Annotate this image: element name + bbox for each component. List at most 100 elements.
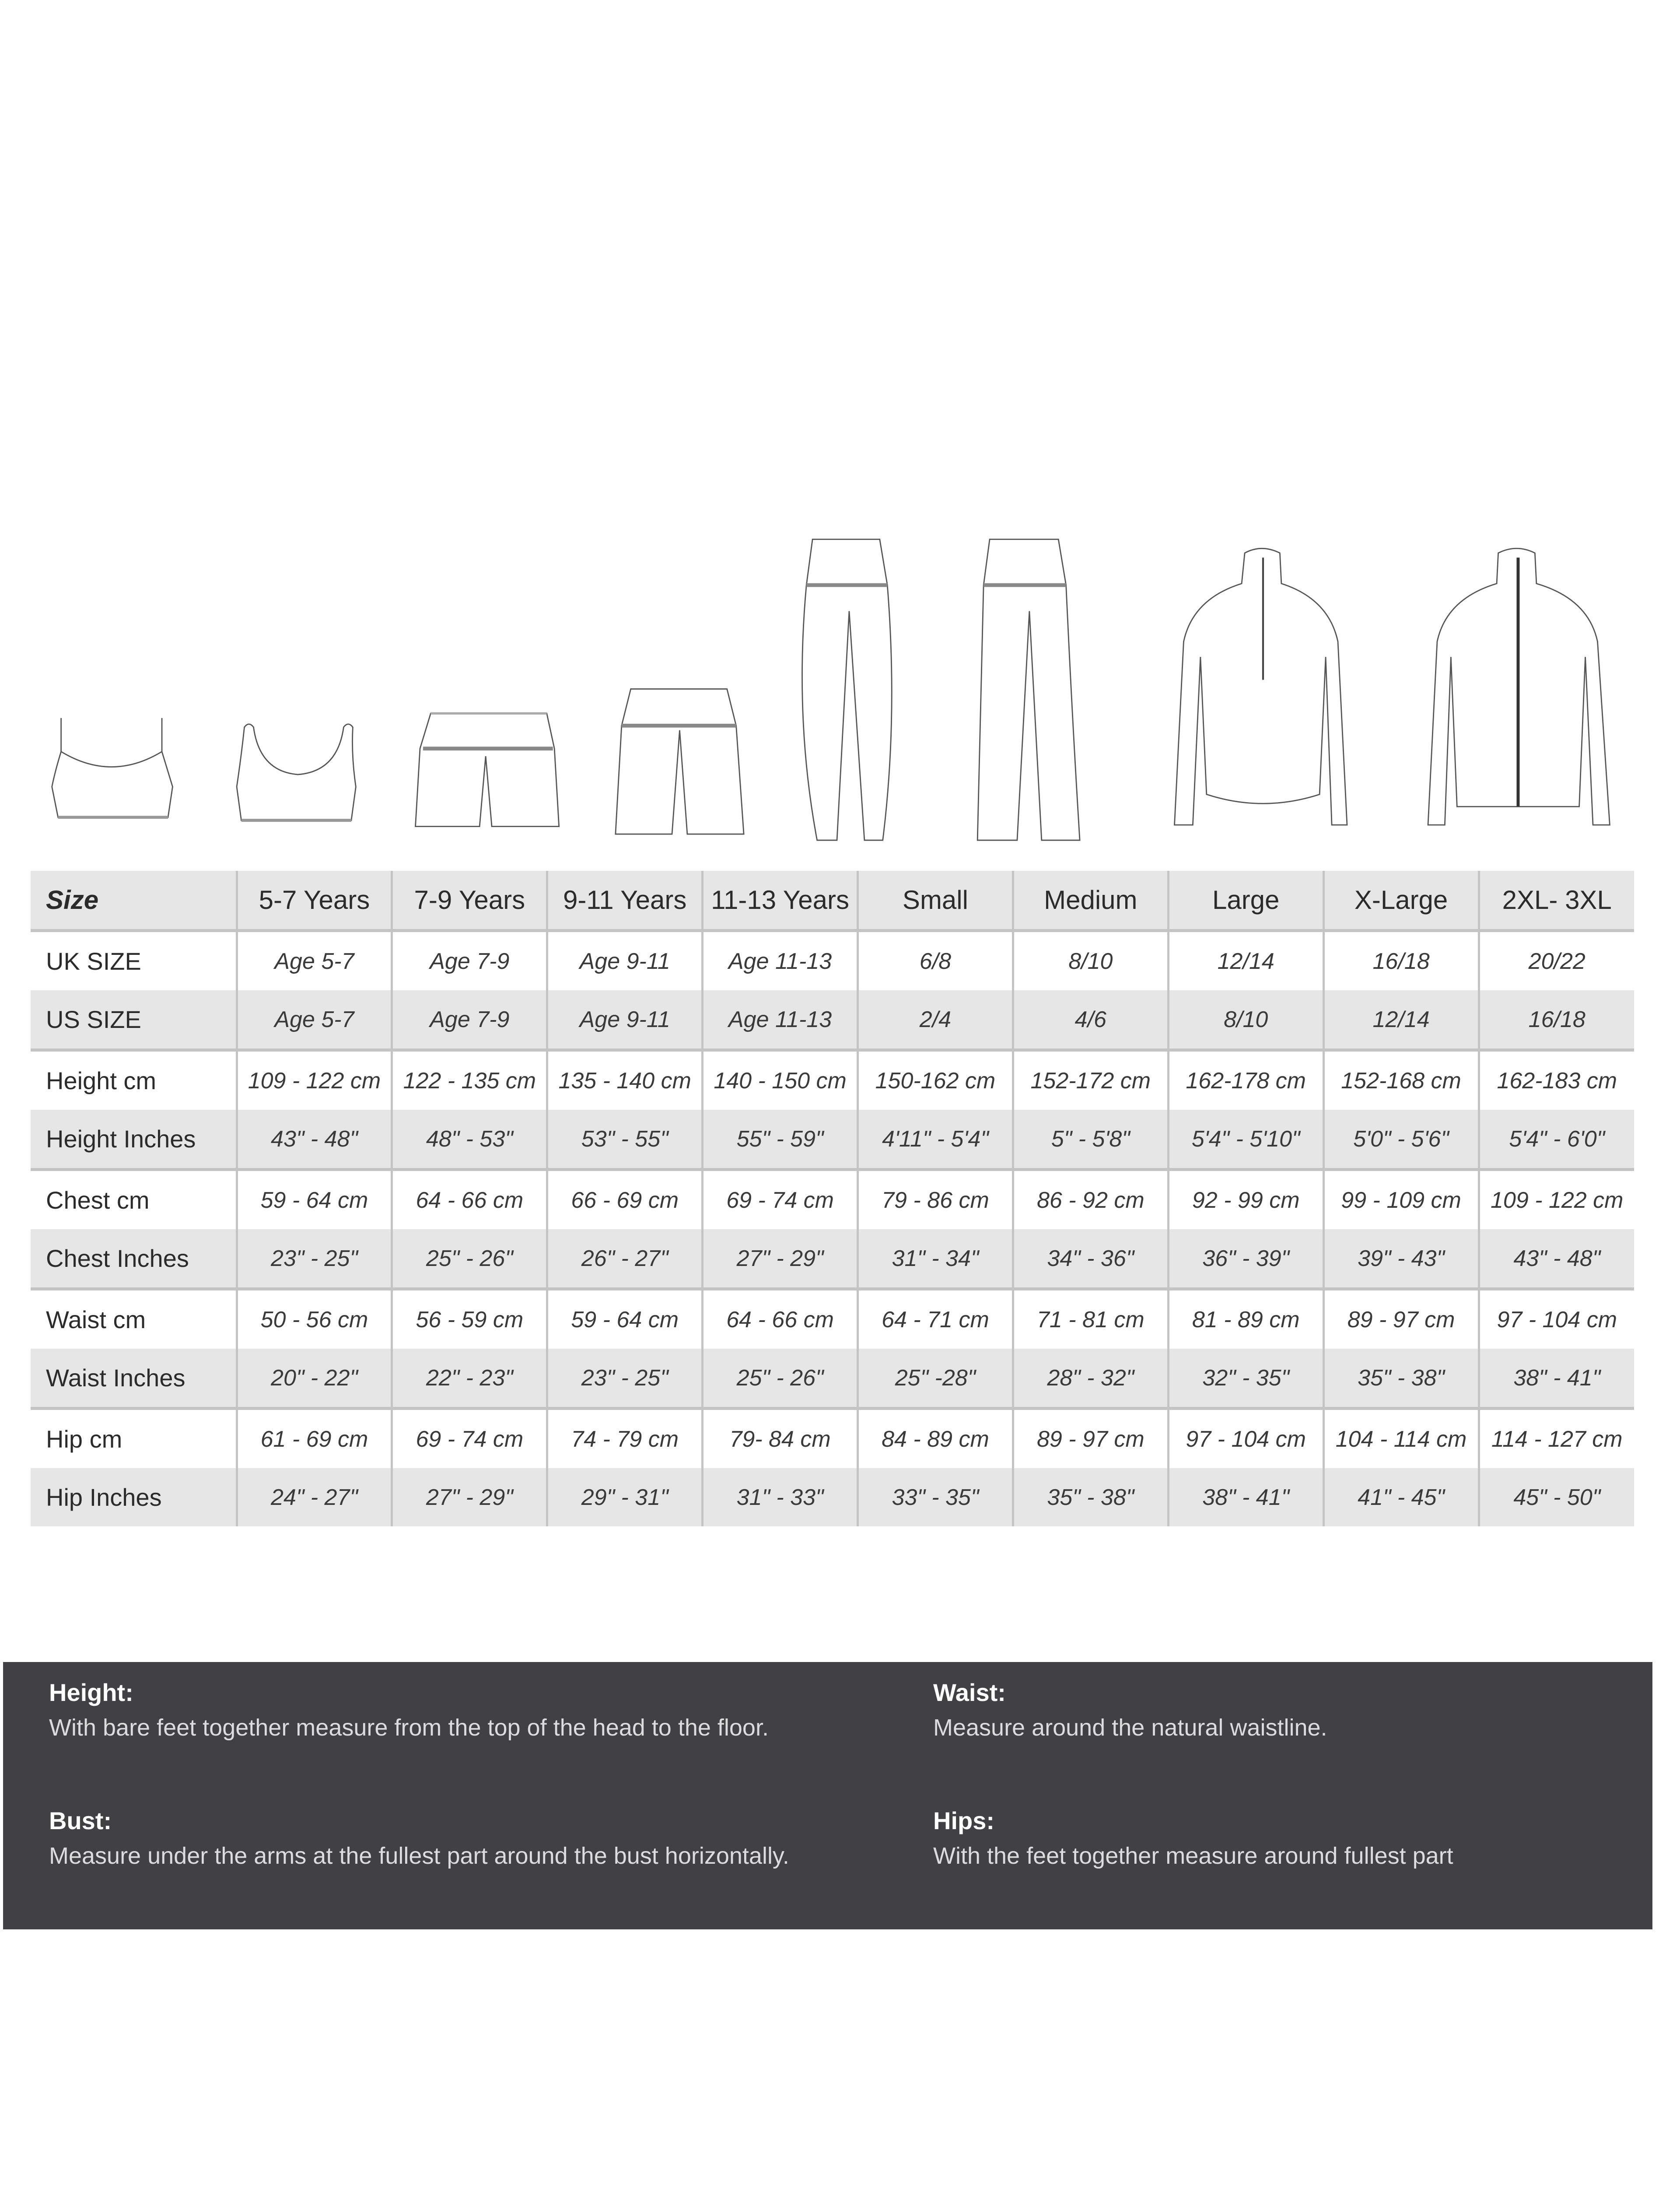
table-cell: 4/6: [1012, 990, 1169, 1052]
table-cell: 104 - 114 cm: [1322, 1408, 1479, 1468]
note-text: Measure around the natural waistline.: [933, 1715, 1327, 1741]
table-cell: 162-183 cm: [1477, 1050, 1634, 1110]
table-cell: 79- 84 cm: [701, 1408, 858, 1468]
table-row: US SIZE Age 5-7 Age 7-9 Age 9-11 Age 11-13 2/…: [31, 990, 1634, 1052]
note-hips: Hips: With the feet together measure aro…: [933, 1803, 1651, 1873]
size-column-header: 9-11 Years: [546, 871, 703, 932]
table-cell: 25" - 26": [701, 1349, 858, 1410]
table-cell: 109 - 122 cm: [1477, 1169, 1634, 1229]
table-cell: 69 - 74 cm: [701, 1169, 858, 1229]
table-cell: 50 - 56 cm: [235, 1289, 392, 1349]
note-title: Waist:: [933, 1679, 1006, 1706]
size-chart-table: Size 5-7 Years 7-9 Years 9-11 Years 11-13 Ye…: [31, 871, 1634, 1526]
size-column-header: Large: [1167, 871, 1324, 932]
header-row: Size 5-7 Years 7-9 Years 9-11 Years 11-13 Ye…: [31, 871, 1634, 932]
table-cell: 122 - 135 cm: [391, 1050, 547, 1110]
table-cell: 81 - 89 cm: [1167, 1289, 1324, 1349]
table-cell: 8/10: [1167, 990, 1324, 1052]
table-cell: 84 - 89 cm: [857, 1408, 1013, 1468]
table-cell: 35" - 38": [1322, 1349, 1479, 1410]
table-row: UK SIZE Age 5-7 Age 7-9 Age 9-11 Age 11-13 6/…: [31, 930, 1634, 990]
table-cell: 79 - 86 cm: [857, 1169, 1013, 1229]
table-cell: 56 - 59 cm: [391, 1289, 547, 1349]
table-cell: 31" - 33": [701, 1468, 858, 1526]
table-row: Hip Inches 24" - 27" 27" - 29" 29" - 31" 31"…: [31, 1468, 1634, 1526]
table-cell: 64 - 71 cm: [857, 1289, 1013, 1349]
table-cell: 5'4" - 6'0": [1477, 1110, 1634, 1171]
table-cell: 12/14: [1167, 930, 1324, 990]
note-waist: Waist: Measure around the natural waistl…: [933, 1675, 1680, 1745]
table-cell: 150-162 cm: [857, 1050, 1013, 1110]
table-cell: 59 - 64 cm: [235, 1169, 392, 1229]
table-row: Height cm 109 - 122 cm 122 - 135 cm 135 - 1…: [31, 1050, 1634, 1110]
table-cell: Age 9-11: [546, 930, 703, 990]
table-row: Waist cm 50 - 56 cm 56 - 59 cm 59 - 64 cm 64…: [31, 1289, 1634, 1349]
table-cell: 66 - 69 cm: [546, 1169, 703, 1229]
table-cell: 97 - 104 cm: [1167, 1408, 1324, 1468]
table-cell: 48" - 53": [391, 1110, 547, 1171]
table-cell: 8/10: [1012, 930, 1169, 990]
size-column-header: X-Large: [1322, 871, 1479, 932]
table-cell: 86 - 92 cm: [1012, 1169, 1169, 1229]
row-label: Hip Inches: [31, 1468, 237, 1526]
table-cell: 27" - 29": [701, 1229, 858, 1290]
table-cell: 43" - 48": [1477, 1229, 1634, 1290]
table-row: Height Inches 43" - 48" 48" - 53" 53" - 55"…: [31, 1110, 1634, 1171]
table-cell: 27" - 29": [391, 1468, 547, 1526]
table-cell: 64 - 66 cm: [701, 1289, 858, 1349]
table-cell: 61 - 69 cm: [235, 1408, 392, 1468]
note-title: Height:: [49, 1679, 133, 1706]
table-cell: Age 11-13: [701, 930, 858, 990]
table-cell: 5'4" - 5'10": [1167, 1110, 1324, 1171]
table-cell: 92 - 99 cm: [1167, 1169, 1324, 1229]
table-cell: 16/18: [1322, 930, 1479, 990]
row-label: Height cm: [46, 1067, 157, 1094]
table-row: Hip cm 61 - 69 cm 69 - 74 cm 74 - 79 cm 79- …: [31, 1408, 1634, 1468]
table-cell: 2/4: [857, 990, 1013, 1052]
row-label: Chest Inches: [31, 1229, 237, 1290]
cami-top-icon: [51, 718, 173, 819]
row-label: Waist cm: [46, 1306, 146, 1333]
table-cell: 28" - 32": [1012, 1349, 1169, 1410]
size-column-header: Medium: [1012, 871, 1169, 932]
table-cell: 4'11" - 5'4": [857, 1110, 1013, 1171]
table-cell: 36" - 39": [1167, 1229, 1324, 1290]
shorts-icon: [415, 712, 560, 828]
table-cell: 5" - 5'8": [1012, 1110, 1169, 1171]
size-header: Size: [31, 871, 237, 932]
table-cell: 135 - 140 cm: [546, 1050, 703, 1110]
note-bust: Bust: Measure under the arms at the full…: [49, 1803, 802, 1873]
table-cell: 25" -28": [857, 1349, 1013, 1410]
table-cell: 20/22: [1477, 930, 1634, 990]
table-cell: 74 - 79 cm: [546, 1408, 703, 1468]
row-label: Hip cm: [46, 1425, 122, 1453]
note-text: With bare feet together measure from the…: [49, 1715, 769, 1741]
row-label: Waist Inches: [31, 1349, 237, 1410]
size-column-header: Small: [857, 871, 1013, 932]
table-cell: 45" - 50": [1477, 1468, 1634, 1526]
table-cell: 109 - 122 cm: [235, 1050, 392, 1110]
table-cell: 89 - 97 cm: [1012, 1408, 1169, 1468]
row-label: US SIZE: [31, 990, 237, 1052]
table-cell: 16/18: [1477, 990, 1634, 1052]
table-cell: 97 - 104 cm: [1477, 1289, 1634, 1349]
table-cell: 20" - 22": [235, 1349, 392, 1410]
table-cell: 23" - 25": [546, 1349, 703, 1410]
table-cell: Age 7-9: [391, 990, 547, 1052]
table-cell: 59 - 64 cm: [546, 1289, 703, 1349]
table-cell: 5'0" - 5'6": [1322, 1110, 1479, 1171]
table-cell: 162-178 cm: [1167, 1050, 1324, 1110]
note-title: Hips:: [933, 1807, 994, 1834]
measurement-guide: Height: With bare feet together measure …: [3, 1662, 1652, 1929]
size-column-header: 2XL- 3XL: [1477, 871, 1634, 932]
half-zip-top-icon: [1174, 547, 1348, 826]
table-cell: 89 - 97 cm: [1322, 1289, 1479, 1349]
table-cell: 140 - 150 cm: [701, 1050, 858, 1110]
table-cell: 152-172 cm: [1012, 1050, 1169, 1110]
note-height: Height: With bare feet together measure …: [49, 1675, 802, 1745]
table-cell: 114 - 127 cm: [1477, 1408, 1634, 1468]
tank-top-icon: [236, 723, 357, 822]
flare-leggings-icon: [976, 538, 1081, 841]
table-cell: Age 5-7: [235, 930, 392, 990]
table-cell: 35" - 38": [1012, 1468, 1169, 1526]
